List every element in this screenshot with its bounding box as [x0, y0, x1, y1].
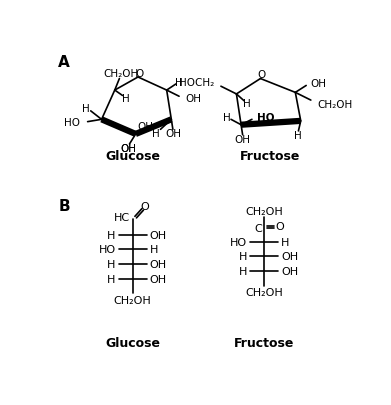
- Text: Fructose: Fructose: [234, 336, 294, 349]
- Text: H: H: [150, 245, 158, 255]
- Text: HOCH₂: HOCH₂: [179, 78, 215, 88]
- Text: H: H: [294, 130, 301, 141]
- Text: OH: OH: [185, 94, 201, 104]
- Text: CH₂OH: CH₂OH: [246, 207, 283, 216]
- Text: OH: OH: [282, 266, 298, 276]
- Text: A: A: [58, 55, 70, 70]
- Text: Glucose: Glucose: [105, 150, 160, 163]
- Text: OH: OH: [165, 129, 181, 139]
- Text: O: O: [141, 202, 149, 212]
- Text: OH: OH: [150, 274, 167, 284]
- Text: H: H: [244, 99, 251, 109]
- Text: H: H: [107, 230, 115, 240]
- Text: OH: OH: [150, 230, 167, 240]
- Text: H: H: [152, 129, 160, 139]
- Text: H: H: [175, 78, 183, 88]
- Text: CH₂OH: CH₂OH: [114, 295, 151, 305]
- Text: OH: OH: [120, 143, 136, 153]
- Text: H: H: [122, 94, 129, 104]
- Text: CH₂OH: CH₂OH: [317, 100, 352, 110]
- Text: O: O: [135, 69, 143, 79]
- Text: CH₂OH: CH₂OH: [103, 69, 138, 79]
- Text: HC: HC: [114, 213, 130, 223]
- Text: HO: HO: [256, 113, 274, 123]
- Text: O: O: [258, 70, 266, 80]
- Text: OH: OH: [150, 260, 167, 269]
- Text: OH: OH: [137, 122, 153, 132]
- Text: CH₂OH: CH₂OH: [246, 287, 283, 297]
- Text: HO: HO: [64, 118, 80, 128]
- Text: H: H: [82, 104, 90, 113]
- Text: H: H: [107, 274, 115, 284]
- Text: HO: HO: [99, 245, 115, 255]
- Text: H: H: [107, 260, 115, 269]
- Text: O: O: [275, 222, 284, 232]
- Text: H: H: [239, 266, 247, 276]
- Text: HO: HO: [230, 237, 247, 247]
- Text: OH: OH: [311, 79, 327, 89]
- Text: C: C: [254, 223, 262, 233]
- Text: OH: OH: [282, 252, 298, 262]
- Text: B: B: [58, 198, 70, 213]
- Text: OH: OH: [235, 134, 251, 144]
- Text: Fructose: Fructose: [240, 150, 300, 163]
- Text: H: H: [239, 252, 247, 262]
- Text: H: H: [223, 113, 231, 123]
- Text: Glucose: Glucose: [105, 336, 160, 349]
- Text: H: H: [282, 237, 290, 247]
- Text: OH: OH: [120, 143, 136, 153]
